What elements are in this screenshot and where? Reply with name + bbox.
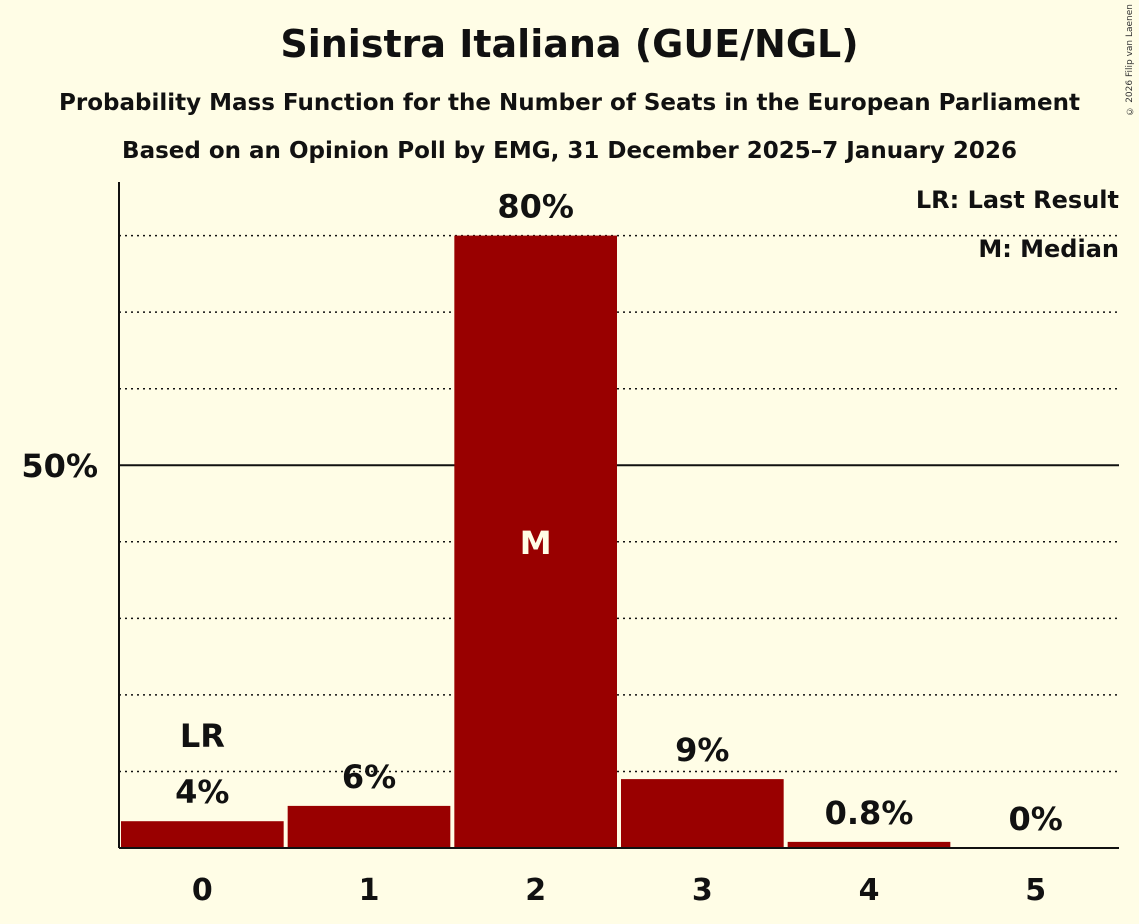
bar-value-label-3: 9% bbox=[675, 731, 729, 769]
chart-subtitle: Probability Mass Function for the Number… bbox=[59, 90, 1080, 116]
x-tick-label-0: 0 bbox=[192, 873, 213, 908]
chart-title: Sinistra Italiana (GUE/NGL) bbox=[280, 22, 859, 66]
bar-1 bbox=[287, 805, 451, 848]
last-result-marker: LR bbox=[180, 717, 225, 755]
chart-source-note: Based on an Opinion Poll by EMG, 31 Dece… bbox=[122, 138, 1017, 164]
bar-value-label-4: 0.8% bbox=[825, 794, 914, 832]
y-tick-label: 50% bbox=[21, 447, 98, 485]
x-tick-label-4: 4 bbox=[859, 873, 880, 908]
x-tick-label-1: 1 bbox=[359, 873, 380, 908]
bar-0 bbox=[121, 821, 284, 848]
bar-value-label-0: 4% bbox=[175, 773, 229, 811]
bar-2 bbox=[454, 235, 617, 849]
legend-last-result: LR: Last Result bbox=[915, 186, 1119, 214]
bar-value-label-1: 6% bbox=[342, 758, 396, 796]
x-tick-label-3: 3 bbox=[692, 873, 713, 908]
bar-4 bbox=[787, 841, 951, 848]
bar-value-label-5: 0% bbox=[1009, 800, 1063, 838]
bar-3 bbox=[621, 779, 784, 848]
legend-median: M: Median bbox=[978, 235, 1119, 263]
bar-value-label-2: 80% bbox=[497, 188, 574, 226]
x-tick-label-5: 5 bbox=[1025, 873, 1046, 908]
median-marker: M bbox=[520, 524, 552, 562]
x-tick-label-2: 2 bbox=[525, 873, 546, 908]
